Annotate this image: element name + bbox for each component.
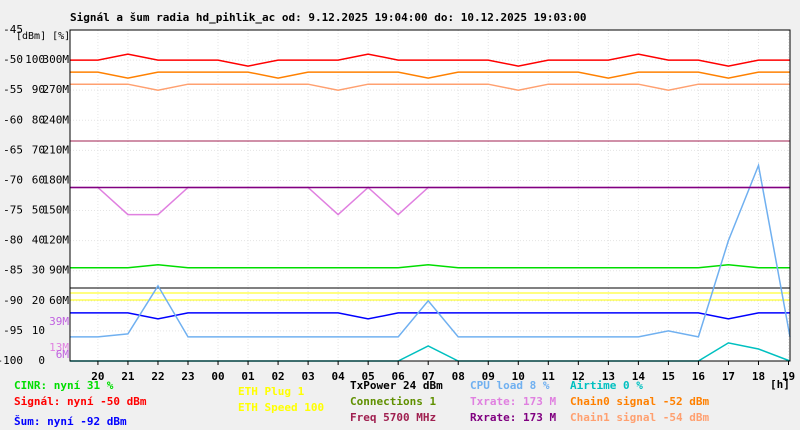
x-tick-label: 18 (752, 370, 765, 383)
x-tick-label: 10 (512, 370, 525, 383)
x-tick-label: 04 (331, 370, 345, 383)
legend-entry: Šum: nyní -92 dBm (14, 415, 127, 428)
y2-tick-label: 10 (32, 324, 45, 337)
x-tick-label: 20 (91, 370, 104, 383)
series-line (70, 83, 790, 91)
y3-tick-label: 240M (43, 113, 70, 126)
legend-entry: CINR: nyní 31 % (14, 379, 114, 392)
y2-tick-label: 30 (32, 264, 45, 277)
plot-area (70, 30, 790, 361)
y3-tick-label: 90M (49, 264, 69, 277)
y2-tick-label: 0 (38, 354, 45, 367)
y2-tick-label: 80 (32, 113, 45, 126)
series-line (70, 71, 790, 79)
y3-tick-label: 60M (49, 294, 69, 307)
x-unit: [h] (770, 378, 790, 391)
x-tick-label: 17 (722, 370, 735, 383)
x-tick-label: 03 (301, 370, 314, 383)
rate-mark: 39M (49, 315, 69, 328)
y3-tick-label: 180M (43, 173, 70, 186)
series-line (70, 162, 791, 338)
x-tick-label: 13 (602, 370, 615, 383)
x-tick-label: 16 (692, 370, 706, 383)
x-tick-label: 09 (482, 370, 495, 383)
y-tick-label: -55 (3, 83, 23, 96)
legend-entry: CPU load 8 % (470, 379, 550, 392)
y-tick-label: -70 (3, 173, 23, 186)
y2-tick-label: 100 (25, 53, 45, 66)
x-tick-label: 00 (211, 370, 224, 383)
chart-title: Signál a šum radia hd_pihlik_ac od: 9.12… (70, 11, 587, 24)
legend-entry: Freq 5700 MHz (350, 411, 436, 424)
x-tick-label: 05 (362, 370, 375, 383)
x-tick-label: 21 (121, 370, 135, 383)
legend-entry: Airtime 0 % (570, 379, 643, 392)
rate-mark: 13M (49, 341, 69, 354)
rate-mark: 6M (56, 348, 70, 361)
y2-tick-label: 70 (32, 143, 45, 156)
y2-tick-label: 20 (32, 294, 45, 307)
x-tick-label: 08 (452, 370, 465, 383)
x-tick-label: 19 (782, 370, 795, 383)
y-tick-label: -100 (0, 354, 23, 367)
y-tick-label: -60 (3, 113, 23, 126)
legend-entry: Txrate: 173 M (470, 395, 556, 408)
legend-entry: Signál: nyní -50 dBm (14, 395, 147, 408)
legend-entry: ETH Speed 100 (238, 401, 324, 414)
y2-tick-label: 40 (32, 234, 45, 247)
y-tick-label: -80 (3, 234, 23, 247)
x-tick-label: 22 (151, 370, 164, 383)
y2-tick-label: 60 (32, 173, 45, 186)
x-tick-label: 11 (542, 370, 556, 383)
plot-frame (69, 29, 791, 362)
series-line (70, 263, 790, 269)
x-tick-label: 14 (632, 370, 646, 383)
series-line (70, 312, 790, 320)
y-tick-label: -95 (3, 324, 23, 337)
y-tick-label: -75 (3, 204, 23, 217)
y-tick-label: -85 (3, 264, 23, 277)
legend-entry: Rxrate: 173 M (470, 411, 556, 424)
y3-tick-label: 270M (43, 83, 70, 96)
x-tick-label: 23 (181, 370, 194, 383)
y-units: [dBm] [%] (16, 31, 70, 42)
legend-entry: Connections 1 (350, 395, 436, 408)
x-tick-label: 15 (662, 370, 675, 383)
y2-tick-label: 90 (32, 83, 45, 96)
legend-entry: Chain1 signal -54 dBm (570, 411, 709, 424)
x-tick-label: 01 (241, 370, 255, 383)
legend-entry: Chain0 signal -52 dBm (570, 395, 709, 408)
y-tick-label: -50 (3, 53, 23, 66)
x-tick-label: 06 (392, 370, 406, 383)
y3-tick-label: 150M (43, 204, 70, 217)
y-tick-label: -65 (3, 143, 23, 156)
y-tick-label: -45 (3, 23, 23, 36)
x-tick-label: 07 (422, 370, 435, 383)
series-line (70, 53, 790, 67)
y2-tick-label: 50 (32, 204, 45, 217)
x-tick-label: 12 (572, 370, 585, 383)
y-tick-label: -90 (3, 294, 23, 307)
y3-tick-label: 300M (43, 53, 70, 66)
legend-entry: TxPower 24 dBm (350, 379, 443, 392)
y3-tick-label: 120M (43, 234, 70, 247)
x-tick-label: 02 (271, 370, 284, 383)
y3-tick-label: 210M (43, 143, 70, 156)
legend-entry: ETH Plug 1 (238, 385, 305, 398)
